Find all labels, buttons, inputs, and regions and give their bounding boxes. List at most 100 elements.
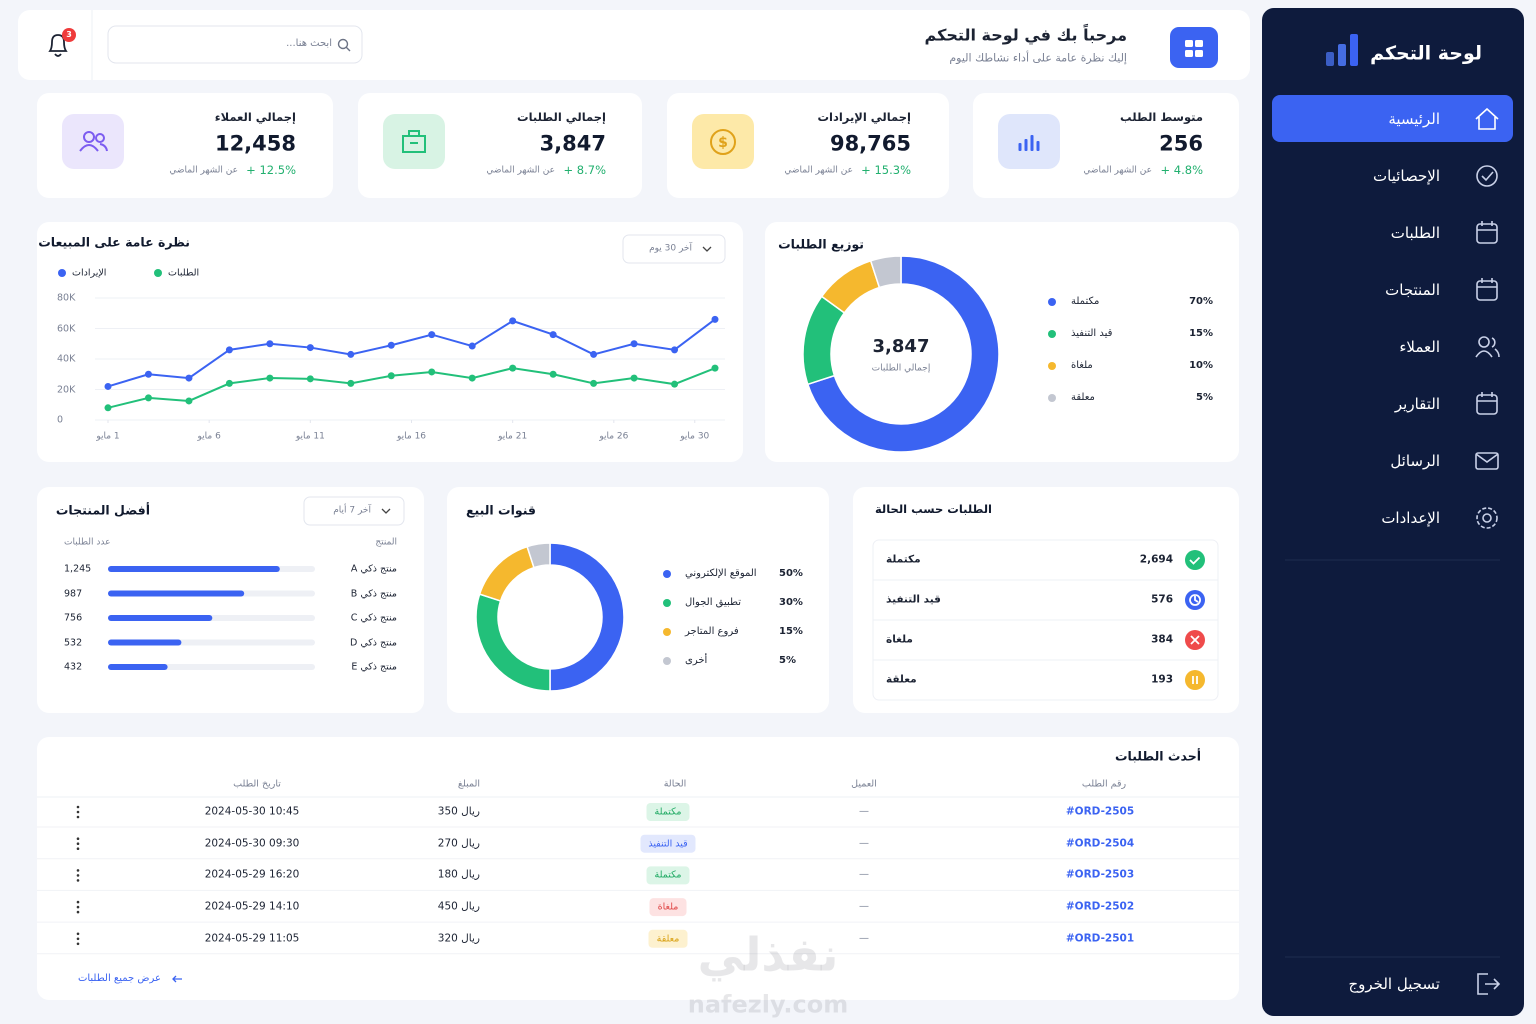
stat-icon [1030, 135, 1034, 151]
stat-note: عن الشهر الماضي [784, 165, 853, 176]
dropdown[interactable] [622, 234, 726, 264]
icon [1476, 165, 1498, 187]
row-menu-dot [76, 942, 80, 946]
value-label: 987 [64, 587, 83, 599]
legend-label: ملغاة [1071, 360, 1093, 371]
amount: 450 ريال [437, 900, 480, 913]
status-glyph [1189, 594, 1201, 606]
menu-item[interactable]: التقارير [1394, 395, 1440, 413]
stat-value: 98,765 [829, 131, 911, 156]
dropdown-label[interactable]: آخر 30 يوم [649, 243, 692, 254]
menu-item[interactable]: الرئيسية [1388, 110, 1440, 128]
order-date: 2024-05-30 10:45 [204, 805, 300, 818]
order-id[interactable]: #ORD-2505 [1065, 805, 1135, 818]
data-point [347, 350, 355, 358]
menu-item[interactable]: العملاء [1399, 338, 1440, 356]
icon [1482, 513, 1492, 523]
stat-icon [1018, 143, 1022, 151]
dropdown[interactable] [303, 496, 405, 526]
data-point [711, 315, 719, 323]
data-point [630, 374, 638, 382]
status-count: 2,694 [1139, 553, 1173, 566]
order-date: 2024-05-29 16:20 [204, 869, 300, 882]
chart-title: قنوات البيع [465, 502, 536, 518]
x-tick-label: 16 مايو [396, 431, 427, 442]
data-point [347, 379, 355, 387]
order-id[interactable]: #ORD-2501 [1065, 932, 1135, 945]
category-label: منتج ذكي D [350, 636, 397, 648]
status-pill: مكتملة [654, 806, 682, 818]
value-label: 5% [1196, 392, 1213, 403]
search-placeholder[interactable]: ابحث هنا... [286, 38, 332, 49]
icon [1475, 337, 1500, 358]
icon [1475, 453, 1499, 463]
icon [1477, 278, 1497, 288]
menu-item[interactable]: الرسائل [1390, 452, 1440, 470]
notification-count: 3 [66, 30, 72, 40]
legend-dot [663, 628, 671, 636]
top-products-panel [37, 487, 424, 713]
data-point [387, 372, 395, 380]
icon [1478, 336, 1490, 348]
header-icon-cell [1185, 50, 1193, 57]
stat-label: إجمالي الطلبات [517, 110, 606, 125]
dropdown-caret [381, 508, 391, 514]
donut-segment [869, 255, 902, 289]
header-icon-cell [1185, 40, 1193, 47]
column-header: تاريخ الطلب [233, 778, 281, 790]
data-point [306, 344, 314, 352]
status-pill-bg [649, 898, 687, 917]
order-id[interactable]: #ORD-2504 [1065, 837, 1135, 850]
dropdown-caret [702, 246, 712, 252]
status-pill-bg [646, 803, 690, 821]
data-point [225, 379, 233, 387]
search-icon [345, 46, 351, 52]
legend-dot [58, 269, 66, 277]
logo-bar [1338, 44, 1346, 66]
legend-dot [663, 657, 671, 665]
data-point [185, 397, 193, 405]
icon [1475, 452, 1499, 470]
stat-icon: $ [718, 135, 728, 151]
search-box[interactable] [107, 25, 363, 64]
status-pill-bg [640, 834, 696, 853]
data-point [590, 350, 598, 358]
amount: 270 ريال [437, 837, 480, 850]
legend-label: الإيرادات [72, 267, 107, 279]
bell-icon[interactable] [48, 34, 68, 57]
order-id[interactable]: #ORD-2503 [1065, 869, 1135, 882]
menu-icon [1476, 507, 1498, 529]
legend-dot [1048, 362, 1056, 370]
data-point [428, 331, 436, 339]
menu-item[interactable]: الطلبات [1390, 224, 1440, 242]
recent-orders-panel [37, 737, 1239, 1000]
view-all-link[interactable]: عرض جميع الطلبات [77, 973, 161, 984]
order-id[interactable]: #ORD-2502 [1065, 900, 1135, 913]
row-menu-dot [76, 847, 80, 850]
status-label: ملغاة [886, 633, 913, 646]
row-menu-dot [76, 842, 80, 845]
data-point [387, 341, 395, 349]
menu-item[interactable]: المنتجات [1385, 281, 1440, 299]
data-point [306, 375, 314, 383]
amount: 350 ريال [437, 805, 480, 818]
stat-icon-bg [692, 114, 754, 169]
logout[interactable]: تسجيل الخروج [1348, 975, 1440, 993]
stat-note: عن الشهر الماضي [169, 165, 238, 176]
column-header: الحالة [663, 778, 687, 790]
row-menu-dot [76, 879, 80, 882]
data-point [549, 331, 557, 339]
customer: — [859, 837, 869, 849]
status-icon [1185, 670, 1205, 690]
status-icon [1185, 550, 1205, 570]
data-point [671, 380, 679, 388]
legend-label: قيد التنفيذ [1071, 328, 1113, 339]
icon [1476, 394, 1498, 415]
x-tick-label: 21 مايو [498, 431, 528, 442]
data-point [509, 364, 517, 372]
menu-item[interactable]: الإحصائيات [1373, 167, 1440, 185]
icon [1476, 223, 1498, 244]
dropdown-label[interactable]: آخر 7 أيام [333, 505, 371, 516]
stat-label: إجمالي العملاء [214, 110, 296, 125]
menu-item[interactable]: الإعدادات [1381, 509, 1440, 527]
